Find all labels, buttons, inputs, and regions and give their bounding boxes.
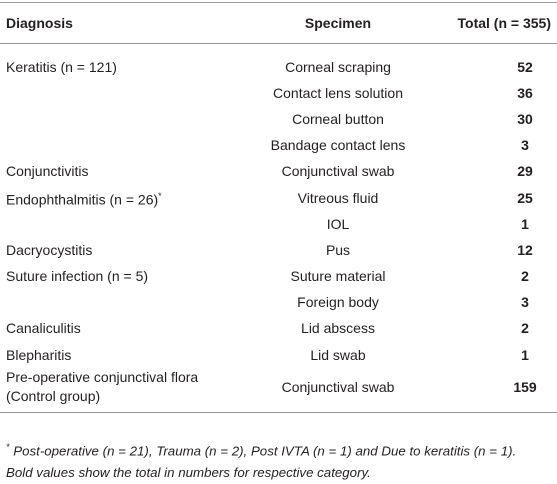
- table-row: Pre-operative conjunctival flora (Contro…: [0, 368, 557, 414]
- specimen-cell: Conjunctival swab: [237, 368, 439, 414]
- header-cell: Diagnosis: [0, 2, 237, 44]
- header-cell: Total (n = 355): [439, 2, 557, 44]
- total-cell: 52: [517, 58, 533, 75]
- total-cell: 159: [439, 368, 557, 414]
- header-row: Diagnosis Specimen Total (n = 355): [0, 2, 557, 44]
- diagnosis-cell: Canaliculitis: [0, 316, 237, 342]
- diagnosis: Suture infection (n = 5): [6, 268, 149, 285]
- table-row: Endophthalmitis (n = 26)* Vitreous fluid 2…: [0, 185, 557, 211]
- total-cell: 36: [517, 84, 533, 101]
- table-body: Keratitis (n = 121) Corneal scraping 52 Con…: [0, 44, 557, 414]
- diagnosis: Blepharitis: [6, 346, 72, 363]
- diagnosis: Canaliculitis: [6, 320, 81, 337]
- total-cell: 29: [517, 163, 533, 180]
- total-cell: 2: [521, 268, 529, 285]
- diagnosis-cell: [0, 80, 237, 106]
- table-row: Conjunctivitis Conjunctival swab 29: [0, 159, 557, 185]
- specimen-cell: Corneal button: [292, 110, 384, 127]
- table-row: Keratitis (n = 121) Corneal scraping 52: [0, 44, 557, 81]
- diagnosis: Pre-operative conjunctival flora (Contro…: [6, 369, 199, 405]
- footnote-marker: *: [158, 190, 162, 201]
- table-row: Bandage contact lens 3: [0, 133, 557, 159]
- specimen-cell: Bandage contact lens: [270, 137, 406, 154]
- diagnosis-cell: [0, 290, 237, 316]
- table-row: Foreign body 3: [0, 290, 557, 316]
- header-cell: Specimen: [237, 2, 439, 44]
- total-cell: 12: [517, 241, 533, 258]
- specimen-cell: Lid swab: [310, 346, 366, 363]
- diagnosis-cell: Conjunctivitis: [0, 159, 237, 185]
- diagnosis-cell: [0, 106, 237, 132]
- specimen-cell: Foreign body: [297, 294, 379, 311]
- footnote-line: Bold values show the total in numbers fo…: [6, 465, 371, 481]
- total-cell: 1: [521, 215, 529, 232]
- specimen-cell: Pus: [325, 241, 351, 258]
- diagnosis-cell: Suture infection (n = 5): [0, 264, 237, 290]
- diagnosis: Endophthalmitis (n = 26): [6, 191, 159, 208]
- footnote-text: Post-operative (n = 21), Trauma (n = 2),…: [13, 443, 517, 459]
- diagnosis-cell: Endophthalmitis (n = 26)*: [0, 185, 237, 211]
- total-cell: 30: [517, 110, 533, 127]
- table-row: Suture infection (n = 5) Suture material 2: [0, 264, 557, 290]
- specimen-cell: Contact lens solution: [273, 84, 403, 101]
- table-row: IOL 1: [0, 211, 557, 237]
- specimen-cell: Corneal scraping: [285, 58, 391, 75]
- table-row: Blepharitis Lid swab 1: [0, 342, 557, 368]
- table-row: Dacryocystitis Pus 12: [0, 237, 557, 263]
- total-cell: 3: [521, 137, 529, 154]
- specimen-cell: Suture material: [290, 268, 386, 285]
- diagnosis-cell: Dacryocystitis: [0, 237, 237, 263]
- specimen-cell: IOL: [326, 215, 350, 232]
- diagnosis-cell: Keratitis (n = 121): [0, 44, 237, 81]
- total-cell: 1: [521, 346, 529, 363]
- specimen-cell: Vitreous fluid: [297, 189, 379, 206]
- data-table: Diagnosis Specimen Total (n = 355) Kerat…: [0, 2, 557, 414]
- table-row: Corneal button 30: [0, 106, 557, 132]
- total-cell: 3: [521, 294, 529, 311]
- specimen-cell: Lid abscess: [301, 320, 375, 337]
- diagnosis-cell: Pre-operative conjunctival flora (Contro…: [0, 368, 237, 414]
- table-row: Canaliculitis Lid abscess 2: [0, 316, 557, 342]
- diagnosis-cell: [0, 211, 237, 237]
- total-cell: 25: [517, 189, 533, 206]
- footnote: * Post-operative (n = 21), Trauma (n = 2…: [6, 436, 554, 484]
- diagnosis: Dacryocystitis: [6, 241, 93, 258]
- footnote-line: * Post-operative (n = 21), Trauma (n = 2…: [6, 436, 554, 462]
- diagnosis: Keratitis (n = 121): [6, 58, 117, 75]
- table-row: Contact lens solution 36: [0, 80, 557, 106]
- diagnosis: Conjunctivitis: [6, 163, 89, 180]
- footnote-marker: *: [6, 442, 10, 452]
- total-cell: 2: [521, 320, 529, 337]
- diagnosis-cell: [0, 133, 237, 159]
- diagnosis-cell: Blepharitis: [0, 342, 237, 368]
- specimen-cell: Conjunctival swab: [281, 163, 395, 180]
